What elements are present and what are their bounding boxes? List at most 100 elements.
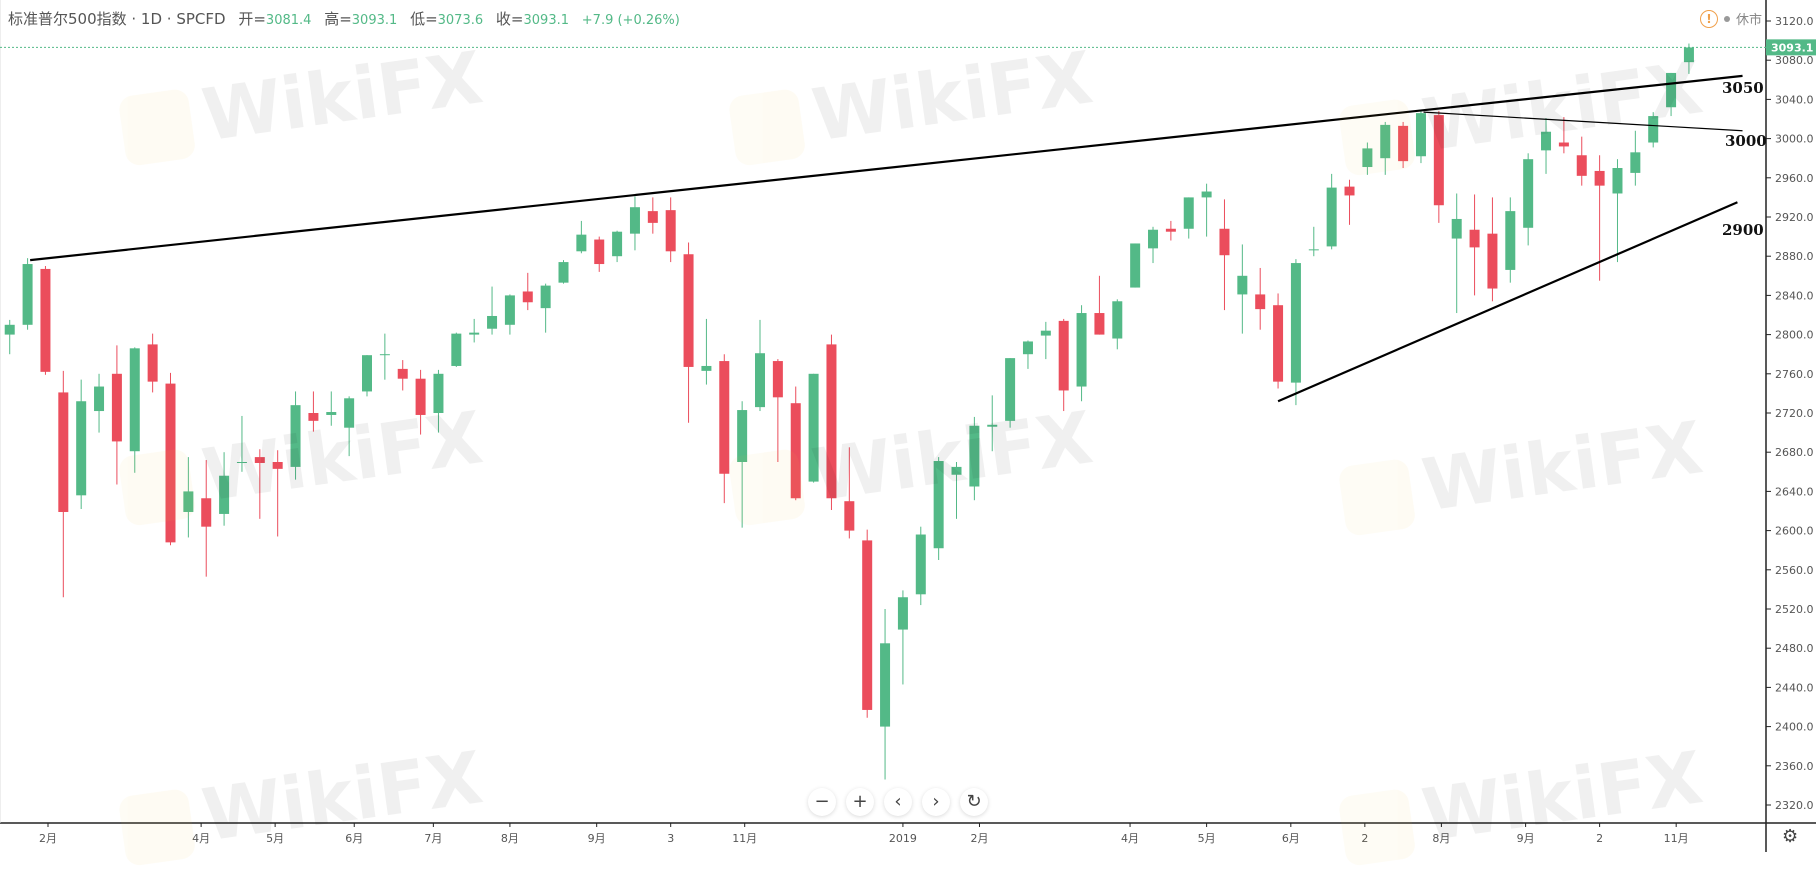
candle	[1683, 43, 1694, 74]
candle	[1201, 183, 1212, 237]
x-tick-label: 7月	[424, 832, 442, 845]
warning-icon[interactable]: !	[1700, 9, 1718, 28]
candle	[1237, 244, 1248, 334]
candle	[1576, 136, 1587, 186]
candle	[254, 449, 265, 519]
zoom-out-button[interactable]: −	[808, 788, 836, 816]
y-tick-label: 2520.0	[1775, 603, 1814, 616]
candle-body	[1058, 320, 1069, 391]
candle-body	[94, 386, 105, 412]
candle-body	[1094, 313, 1105, 335]
candle	[1415, 110, 1426, 164]
candle-body	[665, 210, 676, 252]
candle	[665, 197, 676, 263]
candle-body	[236, 462, 247, 463]
candle-body	[1415, 113, 1426, 157]
y-tick-label: 3080.0	[1775, 54, 1814, 67]
candle	[987, 395, 998, 452]
gear-icon[interactable]: ⚙	[1782, 826, 1799, 847]
candle-body	[1040, 330, 1051, 336]
candle-body	[415, 378, 426, 415]
candle	[1255, 267, 1266, 330]
y-tick-label: 2320.0	[1775, 799, 1814, 812]
candle-body	[1076, 313, 1087, 387]
candle	[1130, 243, 1141, 288]
x-tick-label: 2月	[970, 832, 988, 845]
candle-body	[1022, 341, 1033, 355]
candle-body	[790, 403, 801, 499]
candle-body	[1308, 249, 1319, 251]
y-tick-label: 2880.0	[1775, 250, 1814, 263]
candle	[701, 318, 712, 385]
candle	[94, 373, 105, 433]
zoom-in-button[interactable]: +	[846, 788, 874, 816]
candle-body	[1380, 124, 1391, 159]
candle	[915, 526, 926, 606]
candle-body	[254, 457, 265, 463]
candle-body	[737, 410, 748, 462]
candle	[1666, 72, 1677, 117]
x-tick-label: 2019	[889, 832, 917, 845]
candle-body	[1398, 125, 1409, 162]
candle-body	[1648, 116, 1659, 143]
x-tick-label: 8月	[501, 832, 519, 845]
chart-navigation: − + ‹ › ↻	[808, 788, 988, 816]
y-tick-label: 2400.0	[1775, 721, 1814, 734]
candle-body	[290, 405, 301, 467]
candle-body	[683, 254, 694, 367]
candle-body	[1130, 243, 1141, 288]
candle-body	[1505, 211, 1516, 270]
candle	[1380, 121, 1391, 175]
candle	[58, 370, 69, 598]
scroll-left-button[interactable]: ‹	[884, 788, 912, 816]
candle-body	[129, 348, 140, 452]
candle	[737, 401, 748, 528]
x-tick-label: 2月	[39, 832, 57, 845]
candle	[433, 369, 444, 433]
candle-body	[951, 466, 962, 475]
candle	[862, 529, 873, 718]
candle	[576, 220, 587, 254]
candle	[290, 391, 301, 480]
candle-body	[433, 373, 444, 413]
candle-body	[1237, 275, 1248, 295]
candle	[40, 266, 51, 375]
x-tick-label: 6月	[345, 832, 363, 845]
candle-body	[183, 491, 194, 512]
reset-button[interactable]: ↻	[960, 788, 988, 816]
candle	[379, 333, 390, 380]
candle-body	[76, 401, 87, 496]
candle	[594, 236, 605, 272]
candle-body	[362, 355, 372, 392]
candle-body	[969, 425, 980, 487]
x-tick-label: 5月	[266, 832, 284, 845]
y-tick-label: 2640.0	[1775, 485, 1814, 498]
candle	[1541, 118, 1552, 174]
candle-body	[1290, 263, 1301, 383]
x-tick-label: 9月	[588, 832, 606, 845]
candle-body	[308, 413, 319, 421]
scroll-right-button[interactable]: ›	[922, 788, 950, 816]
candle-body	[1362, 148, 1373, 168]
candle	[1630, 130, 1641, 186]
x-tick-label: 4月	[192, 832, 210, 845]
y-tick-label: 2800.0	[1775, 329, 1814, 342]
candle-body	[933, 461, 944, 549]
candle	[183, 457, 194, 538]
candle-body	[522, 291, 533, 303]
candle-body	[147, 344, 158, 382]
x-tick-label: 6月	[1282, 832, 1300, 845]
candle	[1148, 226, 1159, 264]
candle-body	[272, 462, 283, 469]
candle	[1612, 159, 1623, 263]
candle-body	[844, 501, 855, 531]
candle	[1219, 199, 1230, 311]
candle	[1112, 299, 1123, 350]
candle-body	[1630, 152, 1641, 173]
change-value: +7.9 (+0.26%)	[581, 13, 680, 28]
candle	[1505, 197, 1516, 283]
candle	[1433, 111, 1444, 223]
trendline	[1423, 111, 1743, 132]
symbol-title[interactable]: 标准普尔500指数 · 1D · SPCFD	[8, 10, 226, 28]
